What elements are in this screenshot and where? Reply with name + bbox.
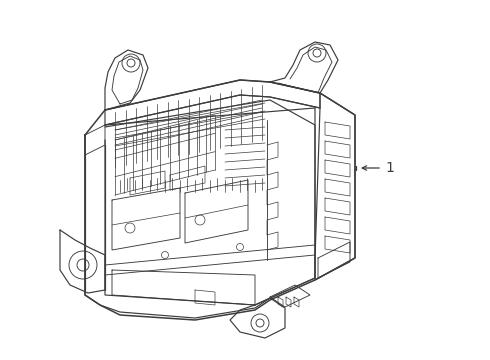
Text: 1: 1: [385, 161, 394, 175]
